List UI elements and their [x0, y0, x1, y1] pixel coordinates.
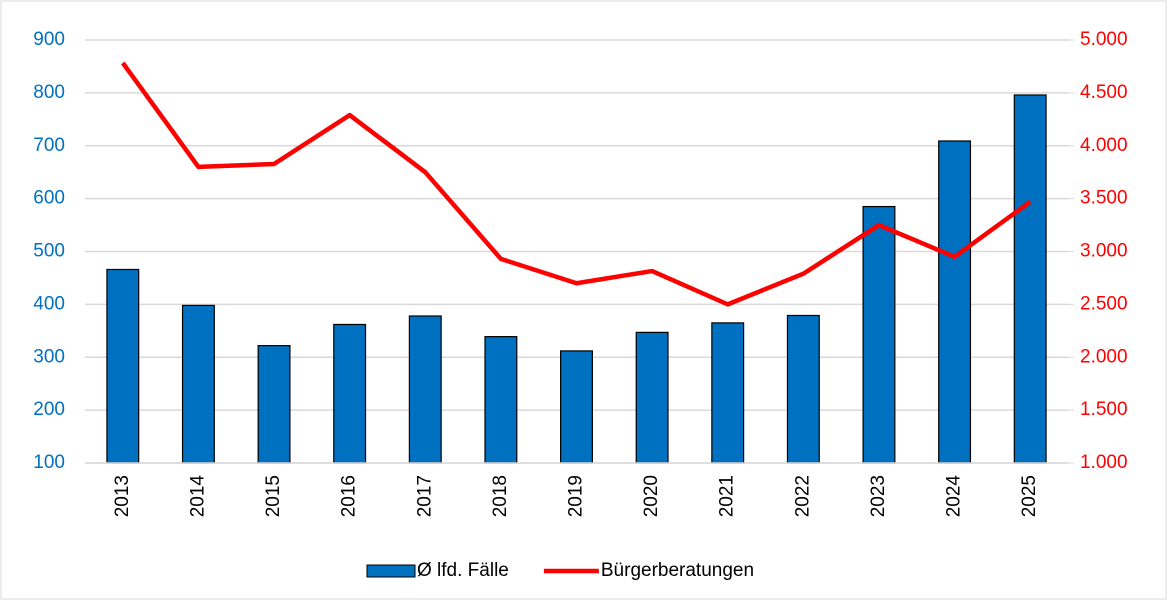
bar — [257, 345, 291, 464]
x-tick-label: 2025 — [1019, 475, 1040, 517]
y-tick-label: 100 — [33, 452, 65, 473]
x-tick-label: 2020 — [641, 475, 662, 517]
x-tick-label: 2023 — [868, 475, 889, 517]
x-tick-label: 2016 — [339, 475, 360, 517]
legend-label: Bürgerberatungen — [601, 560, 754, 581]
legend-swatch — [366, 564, 416, 578]
y2-tick-label: 3.000 — [1080, 241, 1128, 262]
bar — [106, 268, 140, 464]
bar — [1013, 94, 1047, 464]
y2-tick-label: 2.500 — [1080, 293, 1128, 314]
y2-tick-label: 3.500 — [1080, 188, 1128, 209]
x-tick-label: 2022 — [792, 475, 813, 517]
y2-tick-label: 4.000 — [1080, 135, 1128, 156]
bar — [938, 140, 972, 464]
bar — [484, 336, 518, 464]
bar — [560, 350, 593, 464]
y-tick-label: 600 — [33, 188, 65, 209]
y-tick-label: 200 — [33, 399, 65, 420]
y-tick-label: 800 — [33, 82, 65, 103]
x-tick-label: 2024 — [944, 475, 965, 518]
x-tick-label: 2015 — [263, 475, 284, 517]
bar — [711, 322, 745, 464]
y-tick-label: 400 — [33, 293, 65, 314]
y-tick-label: 500 — [33, 241, 65, 262]
bar — [635, 331, 669, 464]
line — [120, 61, 1032, 307]
bar — [408, 315, 442, 464]
y-tick-label: 900 — [33, 29, 65, 50]
y2-tick-label: 1.500 — [1080, 399, 1128, 420]
y2-tick-label: 2.000 — [1080, 346, 1128, 367]
x-tick-label: 2019 — [566, 475, 587, 517]
x-tick-label: 2014 — [187, 475, 208, 518]
x-tick-label: 2021 — [717, 475, 738, 517]
y2-tick-label: 5.000 — [1080, 29, 1128, 50]
bar — [181, 304, 215, 464]
legend-label: Ø lfd. Fälle — [417, 560, 509, 581]
x-tick-label: 2013 — [112, 475, 133, 517]
x-tick-label: 2017 — [414, 475, 435, 517]
y2-tick-label: 1.000 — [1080, 452, 1128, 473]
y-tick-label: 300 — [33, 346, 65, 367]
x-tick-label: 2018 — [490, 475, 511, 517]
bar — [862, 205, 896, 464]
bar — [333, 323, 367, 464]
y-tick-label: 700 — [33, 135, 65, 156]
bar — [786, 314, 820, 464]
y2-tick-label: 4.500 — [1080, 82, 1128, 103]
